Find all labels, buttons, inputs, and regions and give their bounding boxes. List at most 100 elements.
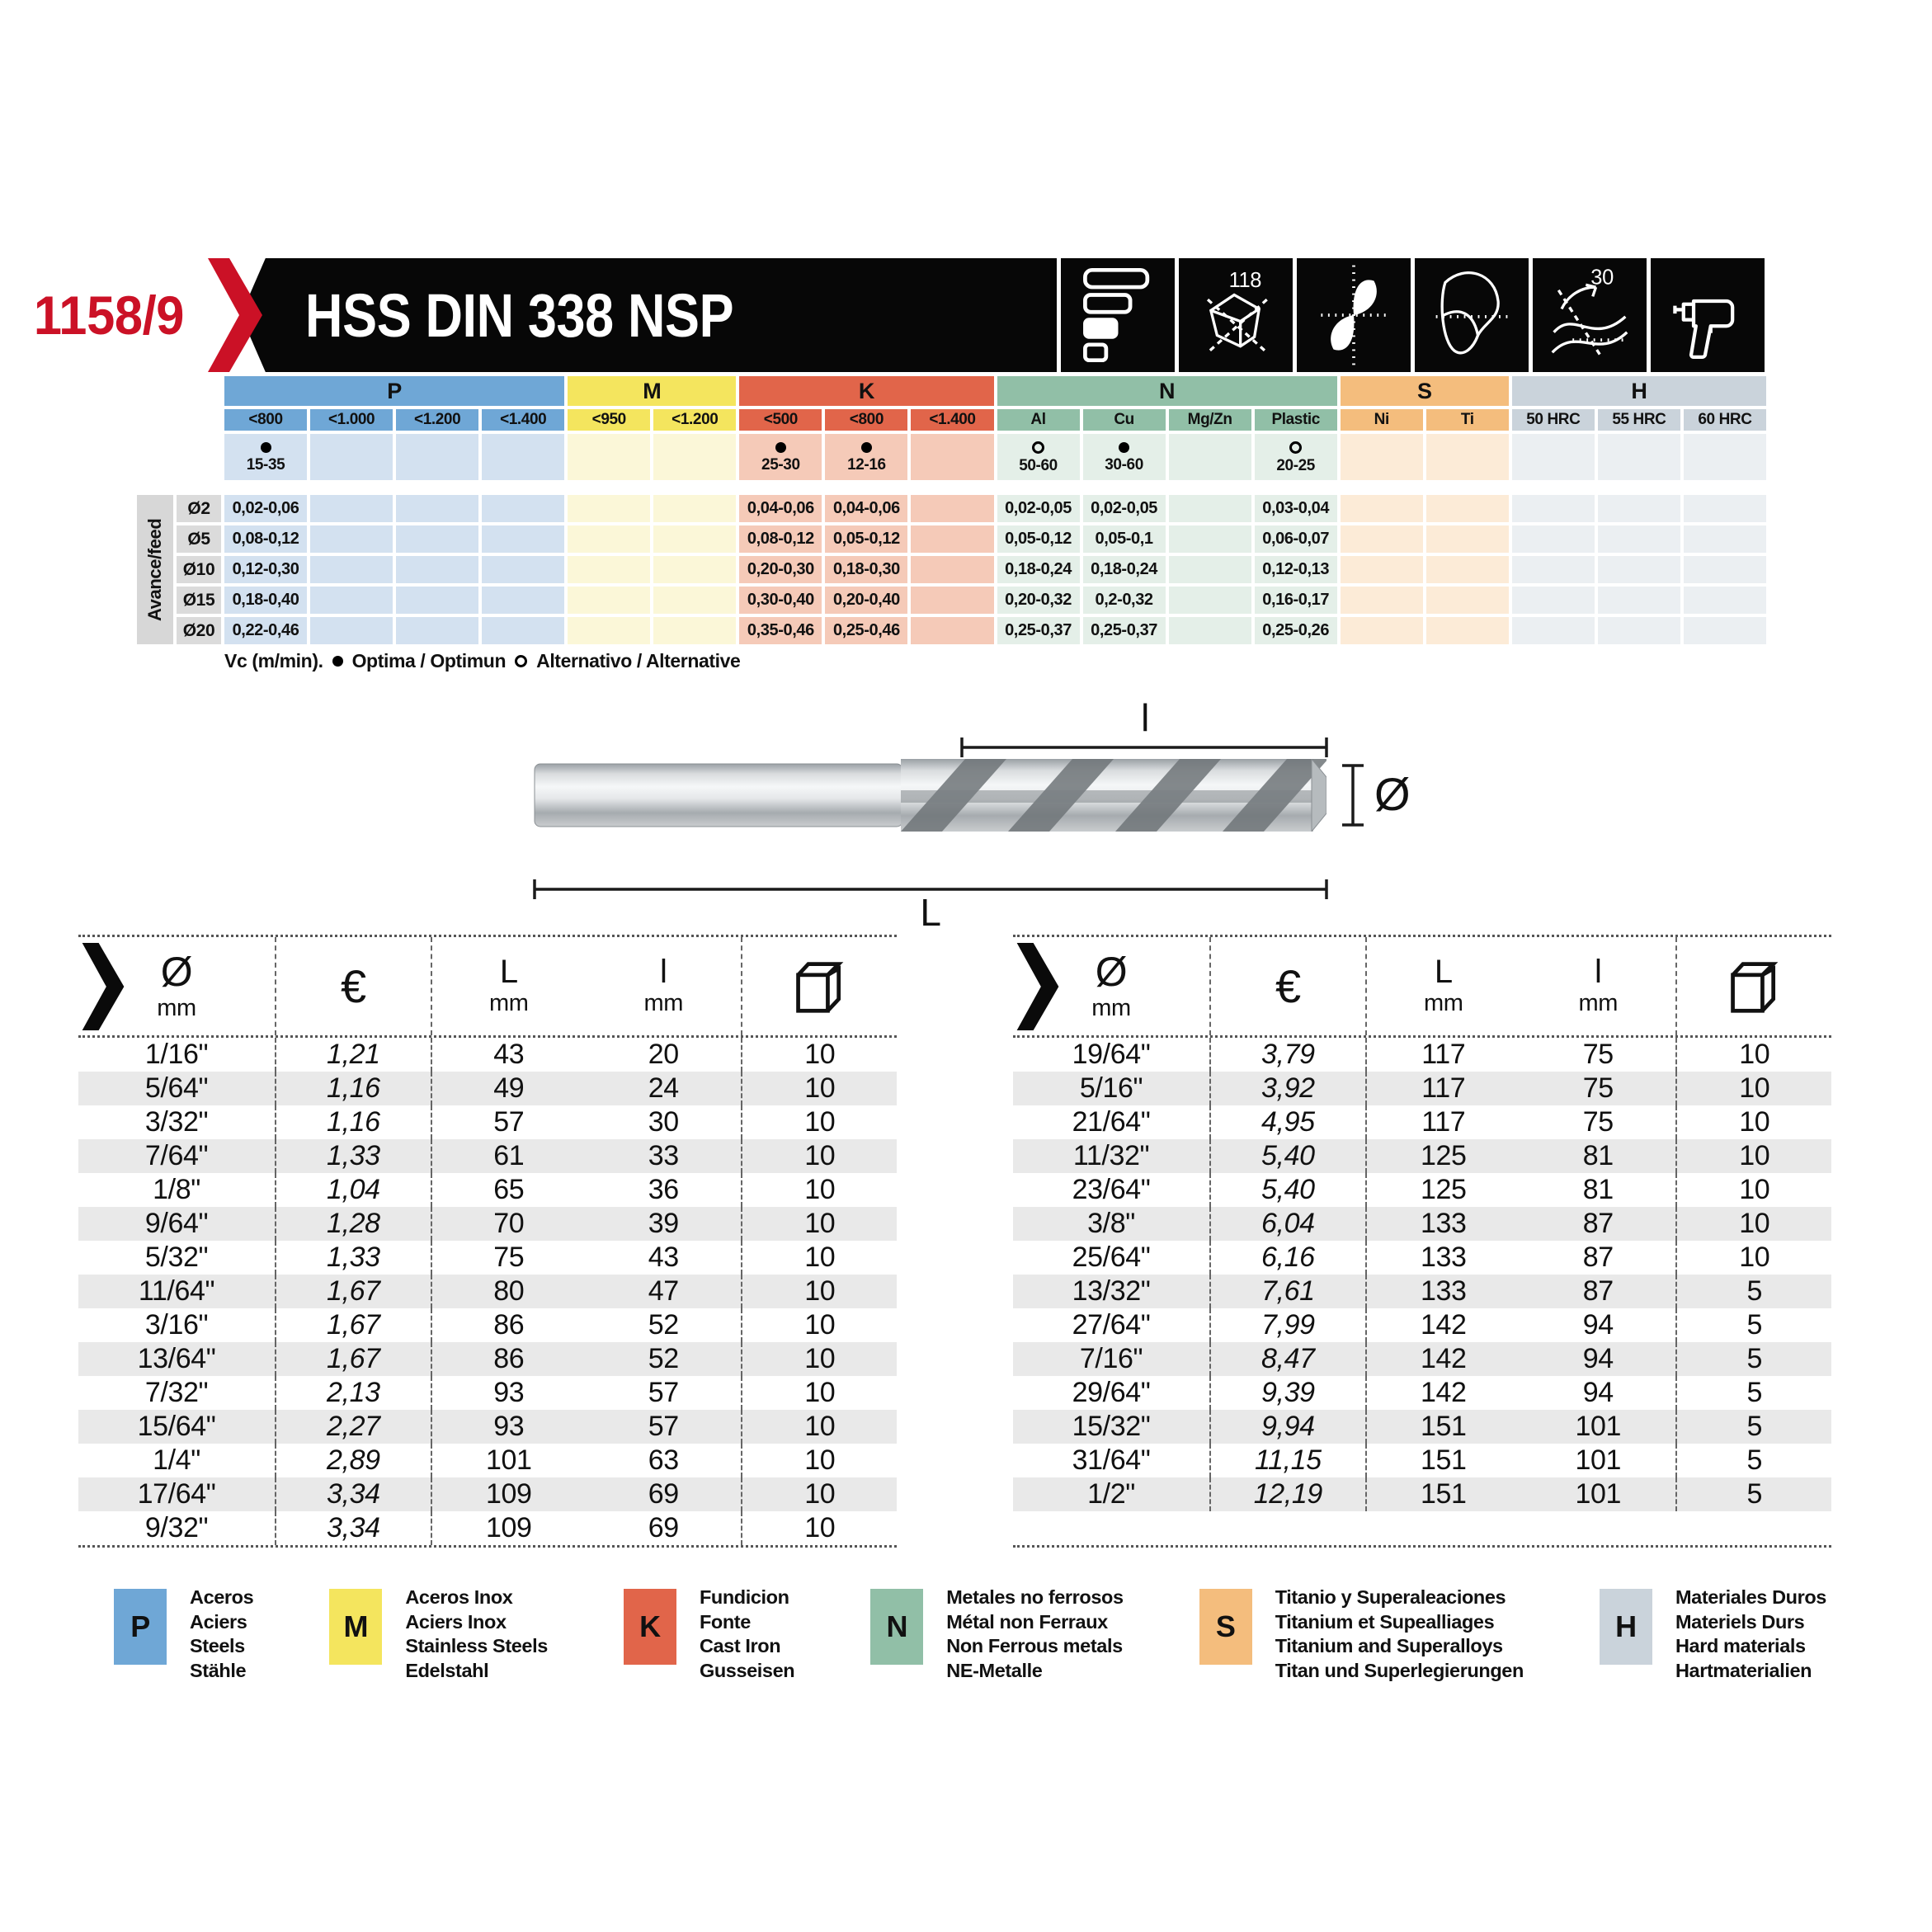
- dimension-lines: [533, 737, 1364, 899]
- feed-value-cell: [568, 587, 651, 614]
- feed-value-cell: [653, 617, 737, 644]
- feed-value-cell: [1425, 495, 1509, 522]
- diameter-cell: 5/32": [144, 1242, 209, 1273]
- feed-value-cell: [1168, 587, 1251, 614]
- feed-value-cell: 0,35-0,46: [739, 617, 822, 644]
- vc-value: 50-60: [1019, 456, 1058, 474]
- feed-value-cell: [653, 556, 737, 583]
- length-cell: 133: [1364, 1275, 1520, 1308]
- feed-value-cell: [911, 556, 994, 583]
- pack-quantity-cell: 10: [741, 1139, 896, 1173]
- pack-quantity-cell: 10: [741, 1477, 896, 1511]
- vc-value: 30-60: [1105, 455, 1143, 474]
- diameter-cell: 13/32": [1072, 1275, 1151, 1307]
- filled-dot-icon: [775, 441, 786, 453]
- table-row: 5/32" 1,33 75 43 10: [78, 1241, 897, 1275]
- vc-legend-optima: Optima / Optimun: [351, 650, 507, 671]
- material-swatch-P: P: [114, 1589, 167, 1665]
- price-cell: 9,39: [1209, 1376, 1364, 1410]
- vc-cell: [482, 434, 565, 480]
- diameter-row-label: Ø10: [177, 556, 221, 583]
- pack-quantity-cell: 5: [1675, 1444, 1831, 1477]
- feed-value-cell: [568, 495, 651, 522]
- feed-value-cell: [653, 495, 737, 522]
- vc-cell: 30-60: [1082, 434, 1166, 480]
- table-row: 1/16" 1,21 43 20 10: [78, 1038, 897, 1072]
- table-row: 13/32" 7,61 133 87 5: [1013, 1275, 1831, 1308]
- drill-shank: [534, 763, 903, 827]
- length-cell: 109: [430, 1477, 586, 1511]
- total-length-label: L: [920, 891, 940, 930]
- material-bars-icon: [1061, 258, 1175, 372]
- table-row: 3/32" 1,16 57 30 10: [78, 1105, 897, 1139]
- pack-quantity-cell: 10: [741, 1511, 896, 1545]
- feed-value-cell: [1425, 556, 1509, 583]
- box-icon: [795, 961, 844, 1013]
- material-name-line: Métal non Ferraux: [946, 1610, 1108, 1633]
- vc-value: 20-25: [1276, 456, 1315, 474]
- price-cell: 11,15: [1209, 1444, 1364, 1477]
- product-code: 1158/9: [33, 285, 185, 346]
- vc-legend: Vc (m/min). Optima / Optimun Alternativo…: [224, 650, 741, 672]
- feed-value-cell: 0,20-0,30: [739, 556, 822, 583]
- drill-machine-icon: [1651, 258, 1765, 372]
- feed-value-cell: 0,20-0,32: [997, 587, 1080, 614]
- pack-quantity-cell: 10: [741, 1410, 896, 1444]
- sub-header: <1.200: [396, 409, 479, 431]
- length-cell: 125: [1364, 1173, 1520, 1207]
- diameter-cell: 9/64": [144, 1208, 209, 1239]
- feed-value-cell: [1597, 495, 1680, 522]
- material-swatch-K: K: [623, 1589, 676, 1665]
- length-cell: 142: [1364, 1376, 1520, 1410]
- pack-quantity-cell: 10: [741, 1038, 896, 1072]
- diameter-cell: 19/64": [1072, 1039, 1151, 1070]
- feed-value-cell: [310, 617, 393, 644]
- vc-value: 25-30: [761, 455, 800, 474]
- sub-header: Ni: [1340, 409, 1423, 431]
- material-name-line: Titan und Superlegierungen: [1275, 1659, 1524, 1681]
- group-header-N: N: [997, 376, 1337, 406]
- length-cell: 101: [430, 1444, 586, 1477]
- pack-quantity-cell: 10: [1675, 1173, 1831, 1207]
- feed-value-cell: [1340, 525, 1423, 553]
- sub-header: <1.400: [482, 409, 565, 431]
- diameter-cell: 15/64": [137, 1411, 216, 1442]
- vc-value: 12-16: [847, 455, 886, 474]
- length-cell: 57: [430, 1105, 586, 1139]
- length-cell: 65: [430, 1173, 586, 1207]
- flute-length-cell: 101: [1575, 1478, 1622, 1510]
- material-name-line: Materiels Durs: [1675, 1610, 1805, 1633]
- table-row: 1/4" 2,89 101 63 10: [78, 1444, 897, 1477]
- flute-length-cell: 101: [1575, 1444, 1622, 1476]
- diameter-cell: 5/64": [144, 1072, 209, 1104]
- feed-value-cell: 0,04-0,06: [825, 495, 908, 522]
- feed-value-cell: 0,2-0,32: [1082, 587, 1166, 614]
- col-header-length: L mm: [430, 937, 586, 1035]
- table-row: 17/64" 3,34 109 69 10: [78, 1477, 897, 1511]
- group-header-P: P: [224, 376, 565, 406]
- price-cell: 5,40: [1209, 1139, 1364, 1173]
- feed-value-cell: [1683, 495, 1766, 522]
- vc-cell: [911, 434, 994, 480]
- price-cell: 2,13: [275, 1376, 430, 1410]
- length-cell: 151: [1364, 1477, 1520, 1511]
- vc-legend-prefix: Vc (m/min).: [224, 650, 323, 671]
- length-cell: 117: [1364, 1038, 1520, 1072]
- feed-value-cell: [1511, 617, 1595, 644]
- pack-quantity-cell: 10: [741, 1207, 896, 1241]
- length-cell: 75: [430, 1241, 586, 1275]
- diameter-cell: 1/16": [144, 1039, 209, 1070]
- material-legend-item-P: P Aceros Aciers Steels Stähle: [114, 1586, 254, 1683]
- feed-value-cell: 0,20-0,40: [825, 587, 908, 614]
- length-cell: 109: [430, 1511, 586, 1545]
- price-cell: 3,34: [275, 1477, 430, 1511]
- flute-length-cell: 52: [648, 1343, 679, 1374]
- material-name-line: Hartmaterialien: [1675, 1659, 1812, 1681]
- material-name-line: Aceros: [190, 1586, 254, 1608]
- pack-quantity-cell: 10: [1675, 1139, 1831, 1173]
- length-cell: 93: [430, 1376, 586, 1410]
- vc-cell: [653, 434, 737, 480]
- open-dot-icon: [1032, 441, 1045, 454]
- table-row: 7/32" 2,13 93 57 10: [78, 1376, 897, 1410]
- flute-cross-section-icon: [1297, 258, 1411, 372]
